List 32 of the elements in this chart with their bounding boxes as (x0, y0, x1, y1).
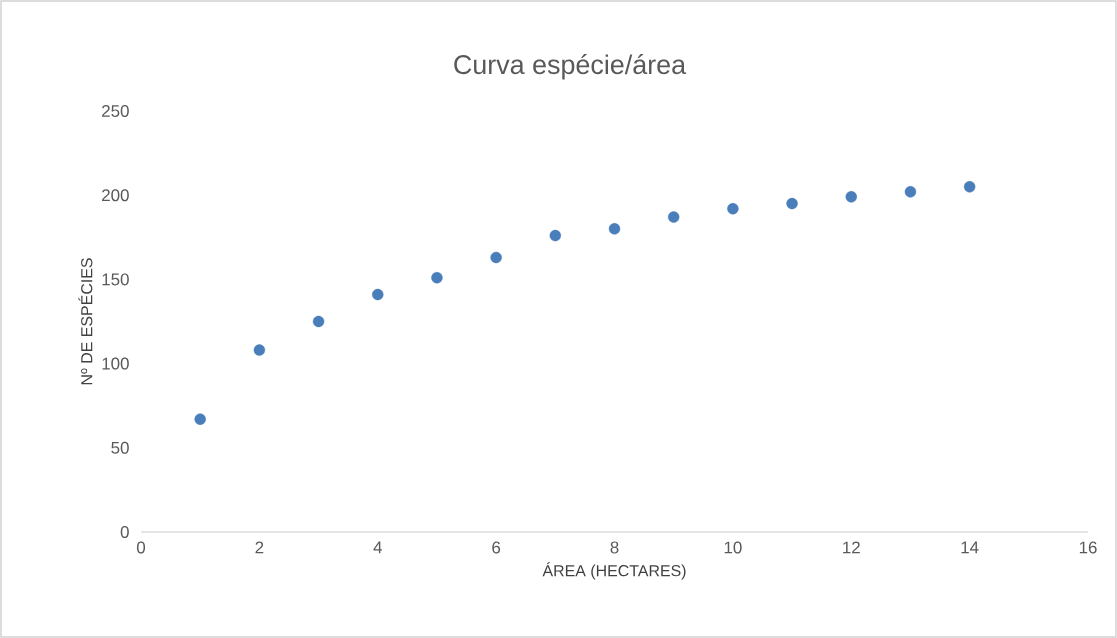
y-tick-label: 200 (102, 189, 129, 202)
x-tick-label: 6 (492, 541, 501, 554)
y-tick-label: 150 (102, 273, 129, 286)
x-tick-label: 16 (1079, 541, 1097, 554)
x-tick-label: 12 (843, 541, 860, 554)
point (786, 197, 798, 210)
point (727, 202, 739, 215)
y-tick-label: 50 (111, 441, 129, 454)
x-tick-label: 14 (961, 541, 979, 554)
point (904, 186, 917, 198)
y-tick-label: 100 (102, 357, 129, 370)
x-tick-label: 10 (724, 541, 742, 554)
point (372, 288, 384, 301)
chart-title: Curva espécie/área (454, 54, 687, 80)
x-tick-label: 8 (610, 541, 619, 554)
point (194, 413, 206, 425)
point (845, 191, 857, 203)
x-tick-label: 4 (373, 541, 382, 554)
point (549, 229, 562, 242)
point (253, 344, 266, 356)
x-axis-title: ÁREA (HECTARES) (542, 562, 686, 580)
point (312, 315, 325, 328)
point (963, 181, 976, 193)
x-tick-label: 0 (136, 541, 146, 554)
x-tick-label: 2 (255, 541, 264, 554)
y-tick-label: 0 (120, 525, 129, 538)
y-axis-title: Nº DE ESPÉCIES (78, 258, 93, 385)
point (490, 251, 502, 264)
y-tick-label: 250 (102, 104, 129, 117)
point (668, 211, 680, 223)
point (608, 223, 621, 235)
point (431, 272, 443, 284)
